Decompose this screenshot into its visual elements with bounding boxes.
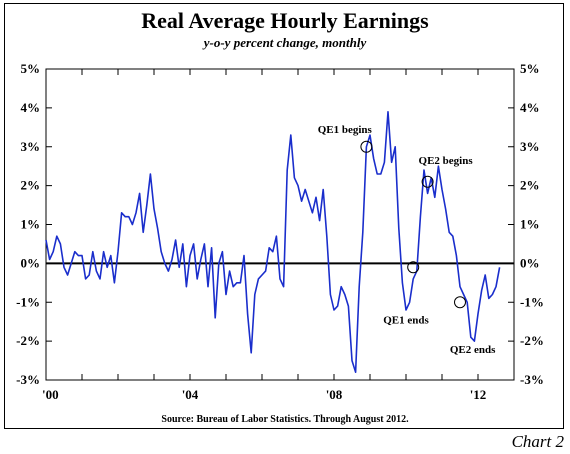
y-tick-label-left: -3% — [16, 372, 40, 387]
y-tick-label-right: 5% — [520, 61, 540, 76]
annotation-label: QE1 ends — [383, 315, 429, 327]
y-tick-label-left: -2% — [16, 333, 40, 348]
x-tick-label: '04 — [182, 387, 199, 402]
axis-ticks — [45, 68, 515, 381]
annotations: QE1 begins QE1 ends QE2 begins QE2 ends — [318, 124, 496, 356]
y-tick-label-right: -2% — [520, 333, 544, 348]
annotation-label: QE2 begins — [419, 155, 474, 167]
y-tick-label-left: 3% — [21, 139, 41, 154]
chart-subtitle: y-o-y percent change, monthly — [202, 35, 367, 50]
annotation-label: QE2 ends — [450, 344, 496, 356]
y-tick-label-left: 1% — [21, 217, 41, 232]
y-tick-label-right: 1% — [520, 217, 540, 232]
x-tick-label: '08 — [326, 387, 343, 402]
annotation-marker — [454, 296, 466, 309]
annotation-marker — [360, 140, 373, 153]
y-tick-label-right: -3% — [520, 372, 544, 387]
series-line — [45, 111, 501, 373]
tick-labels: 5% 5% 4% 4% 3% 3% 2% 2% 1% 1% 0% 0% -1% -1% -2% -2% -3% -… — [16, 61, 544, 402]
annotation-marker — [407, 261, 420, 274]
annotation-marker — [421, 175, 434, 188]
chart-frame — [4, 3, 564, 429]
y-tick-label-right: 4% — [520, 100, 540, 115]
chart-tag: Chart 2 — [511, 432, 564, 451]
y-tick-label-left: 4% — [21, 100, 41, 115]
y-tick-label-right: 2% — [520, 178, 540, 193]
y-tick-label-left: 2% — [21, 178, 41, 193]
y-tick-label-left: -1% — [16, 294, 40, 309]
plot-area — [45, 68, 515, 381]
x-tick-label: '00 — [42, 387, 59, 402]
x-tick-label: '12 — [470, 387, 487, 402]
y-tick-label-right: 3% — [520, 139, 540, 154]
annotation-label: QE1 begins — [318, 124, 373, 136]
y-tick-label-right: -1% — [520, 294, 544, 309]
chart-source: Source: Bureau of Labor Statistics. Thro… — [161, 414, 409, 425]
chart-title: Real Average Hourly Earnings — [141, 8, 429, 33]
y-tick-label-right: 0% — [520, 255, 540, 270]
y-tick-label-left: 5% — [21, 61, 41, 76]
y-tick-label-left: 0% — [21, 255, 41, 270]
